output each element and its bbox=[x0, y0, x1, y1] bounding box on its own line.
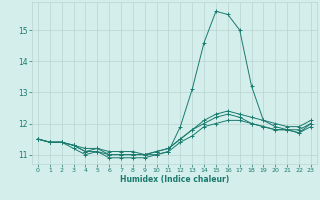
X-axis label: Humidex (Indice chaleur): Humidex (Indice chaleur) bbox=[120, 175, 229, 184]
